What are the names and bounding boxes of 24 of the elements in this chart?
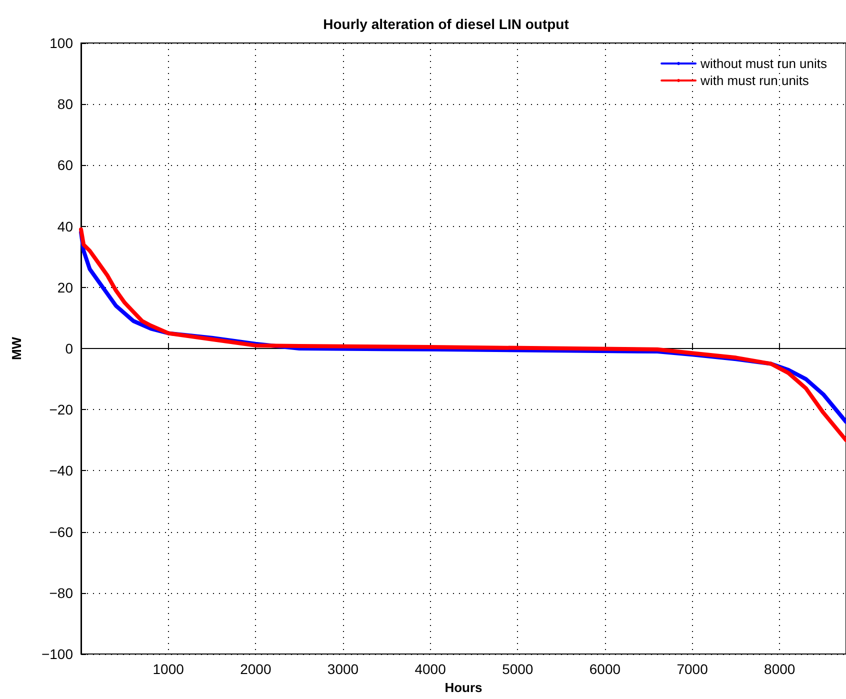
y-tick-label: 60 [57,157,74,174]
y-tick-label: 0 [65,340,74,356]
x-tick-label: 6000 [589,661,621,677]
x-tick-label: 7000 [676,661,708,677]
chart-title: Hourly alteration of diesel LIN output [323,16,570,32]
legend-label: without must run units [700,56,828,71]
y-axis-title: MW [9,336,24,360]
x-tick-label: 2000 [240,661,272,677]
y-tick-label: 100 [50,35,74,51]
y-tick-label: 20 [57,279,74,296]
x-tick-label: 8000 [764,661,796,677]
x-tick-label: 3000 [327,661,359,677]
y-tick-label: −80 [49,584,74,601]
y-tick-label: −40 [49,462,74,479]
legend-label: with must run units [700,73,810,88]
x-tick-label: 5000 [502,661,534,677]
y-tick-label: −60 [49,524,74,540]
y-tick-label: −100 [41,646,74,662]
x-tick-label: 1000 [152,661,184,677]
y-tick-label: 80 [57,96,74,112]
x-axis-title: Hours [444,680,482,695]
x-tick-label: 4000 [414,661,446,677]
y-tick-label: 40 [57,218,74,234]
y-tick-label: −20 [49,402,74,418]
